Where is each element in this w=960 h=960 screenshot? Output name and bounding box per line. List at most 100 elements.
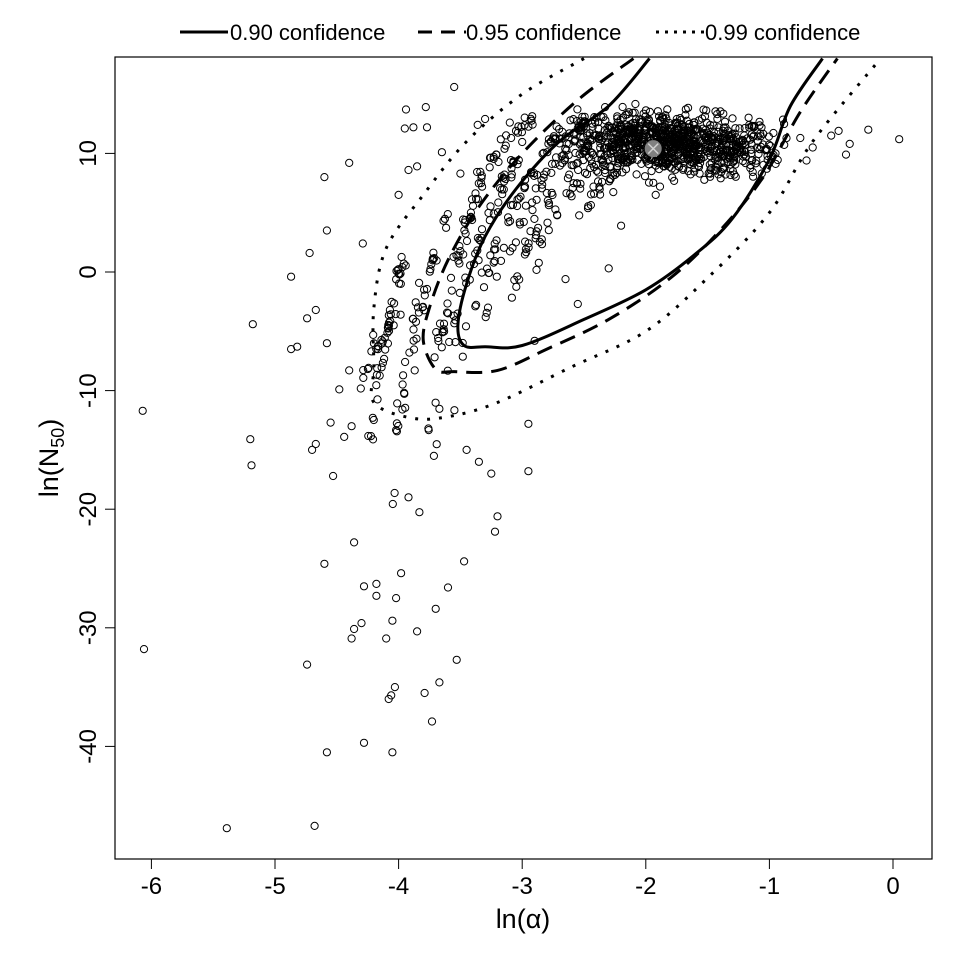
data-point	[345, 366, 354, 375]
data-point	[367, 347, 376, 356]
data-point	[618, 102, 627, 112]
data-point	[410, 366, 419, 375]
data-point	[723, 126, 732, 135]
data-point	[695, 169, 704, 178]
data-point	[537, 176, 546, 185]
data-point	[649, 178, 658, 187]
data-point	[492, 150, 501, 159]
data-point	[521, 201, 531, 210]
data-point	[487, 469, 496, 478]
data-point	[644, 178, 654, 187]
data-point	[507, 133, 516, 143]
data-point	[588, 122, 597, 131]
data-point	[395, 279, 404, 288]
data-point	[626, 155, 635, 165]
data-point	[597, 150, 606, 159]
data-point	[731, 124, 740, 133]
data-point	[387, 691, 396, 700]
data-point	[661, 149, 670, 158]
data-point	[435, 678, 444, 687]
data-point	[735, 124, 744, 133]
data-point	[641, 122, 650, 131]
data-point	[322, 339, 331, 348]
data-point	[668, 154, 677, 163]
data-point	[393, 265, 402, 274]
data-point	[543, 148, 552, 157]
data-point	[388, 499, 397, 509]
data-point	[544, 139, 553, 148]
data-point	[741, 159, 750, 168]
data-point	[640, 125, 649, 134]
data-point	[660, 162, 669, 171]
data-point	[579, 148, 589, 157]
data-point	[613, 114, 622, 123]
data-point	[696, 136, 705, 145]
data-point	[749, 123, 759, 132]
data-point	[625, 128, 634, 137]
data-point	[426, 265, 435, 274]
data-point	[692, 155, 701, 164]
data-point	[640, 172, 650, 181]
data-point	[490, 257, 499, 266]
data-point	[442, 223, 451, 232]
data-point	[746, 164, 755, 173]
data-point	[311, 305, 320, 315]
data-point	[514, 194, 524, 203]
legend-item-099: 0.99 confidence	[656, 20, 860, 45]
data-point	[709, 121, 718, 130]
data-point	[637, 150, 647, 159]
data-point	[287, 345, 296, 354]
data-point	[514, 122, 523, 131]
data-point	[597, 155, 606, 164]
data-point	[684, 153, 694, 162]
data-point	[422, 123, 432, 132]
data-point	[504, 218, 513, 227]
data-point	[547, 188, 556, 197]
data-point	[373, 395, 382, 404]
data-point	[467, 213, 476, 222]
data-point	[694, 162, 704, 172]
x-tick-label: -6	[141, 873, 162, 900]
data-point	[394, 265, 403, 274]
data-point	[524, 419, 533, 428]
data-point	[401, 261, 410, 270]
data-point	[222, 824, 231, 833]
data-point	[728, 114, 737, 123]
data-point	[679, 129, 688, 138]
data-point	[139, 645, 149, 654]
data-point	[398, 380, 407, 389]
data-point	[397, 569, 406, 578]
data-point	[462, 236, 472, 246]
data-point	[808, 143, 817, 152]
data-point	[472, 300, 481, 309]
data-point	[359, 738, 369, 747]
data-point	[633, 143, 642, 152]
data-point	[595, 182, 604, 191]
data-point	[401, 105, 411, 114]
data-point	[443, 583, 453, 592]
data-point	[401, 403, 410, 412]
data-point	[431, 398, 440, 407]
data-point	[507, 173, 516, 182]
data-point	[721, 146, 731, 155]
data-point	[841, 150, 851, 159]
legend-item-095: 0.95 confidence	[418, 20, 621, 45]
data-point	[434, 333, 443, 343]
data-point	[702, 106, 711, 115]
data-point	[621, 165, 631, 174]
data-point	[366, 432, 376, 441]
data-point	[726, 160, 735, 169]
data-point	[631, 99, 640, 109]
data-point	[596, 143, 605, 152]
data-point	[399, 371, 408, 380]
data-point	[390, 683, 399, 692]
data-point	[834, 126, 843, 135]
data-point	[522, 248, 531, 257]
data-point	[456, 169, 465, 178]
estimate-x-icon	[647, 143, 659, 155]
data-point	[504, 213, 513, 222]
data-point	[359, 373, 368, 382]
data-point	[409, 123, 418, 132]
x-tick-label: -4	[388, 873, 409, 900]
x-tick-label: -2	[635, 873, 656, 900]
